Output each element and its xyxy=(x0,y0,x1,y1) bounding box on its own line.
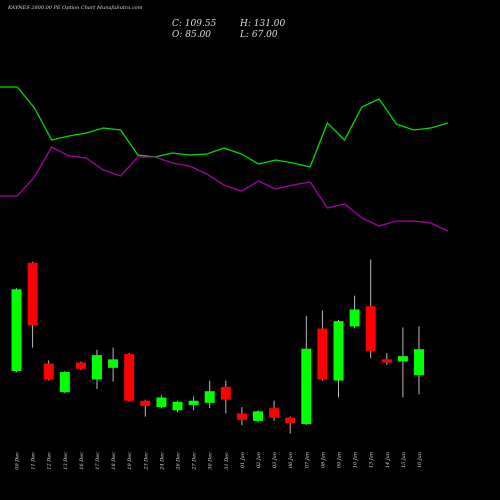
candle-body xyxy=(140,400,151,407)
x-tick-label: 18 Dec xyxy=(111,452,117,470)
candle-body xyxy=(301,348,312,425)
candle-body xyxy=(381,359,392,363)
candle-body xyxy=(317,328,328,380)
candle-body xyxy=(349,309,360,327)
candle-body xyxy=(220,386,231,400)
info-open: O: 85.00 xyxy=(172,30,211,40)
x-tick-label: 31 Dec xyxy=(224,452,230,470)
x-tick-label: 23 Dec xyxy=(143,452,149,471)
indicator-line xyxy=(0,86,449,168)
x-tick-label: 07 Jan xyxy=(304,452,310,468)
candle-body xyxy=(172,401,183,411)
x-tick-label: 17 Dec xyxy=(95,452,101,470)
x-tick-label: 15 Jan xyxy=(401,452,407,468)
candle-body xyxy=(11,289,22,372)
x-tick-label: 10 Jan xyxy=(353,452,359,468)
candle-body xyxy=(365,306,376,351)
candle-body xyxy=(43,363,54,380)
candle-body xyxy=(75,362,86,369)
candle-body xyxy=(397,356,408,362)
candle-body xyxy=(156,397,167,408)
candle-body xyxy=(269,408,280,418)
x-tick-label: 19 Dec xyxy=(127,452,133,470)
x-tick-label: 11 Dec xyxy=(31,452,37,470)
x-tick-label: 06 Jan xyxy=(288,452,294,468)
x-tick-label: 12 Dec xyxy=(47,452,53,470)
x-tick-label: 30 Dec xyxy=(208,452,214,470)
candle-body xyxy=(124,354,135,401)
x-tick-label: 13 Jan xyxy=(369,452,375,468)
x-tick-label: 09 Jan xyxy=(337,452,343,468)
x-tick-label: 24 Dec xyxy=(159,452,165,471)
x-tick-label: 08 Jan xyxy=(320,452,326,468)
candle-body xyxy=(188,400,199,405)
candle-body xyxy=(285,417,296,424)
candle-body xyxy=(27,262,38,326)
candle-body xyxy=(108,359,119,368)
info-high: H: 131.00 xyxy=(239,19,286,29)
x-tick-label: 02 Jan xyxy=(256,452,262,468)
indicator-line xyxy=(0,146,449,232)
x-tick-label: 16 Dec xyxy=(79,452,85,470)
x-tick-label: 16 Jan xyxy=(417,452,423,468)
chart-title: KAYNES 2600.00 PE Option Chart MunafaSut… xyxy=(7,5,143,11)
x-tick-label: 09 Dec xyxy=(15,452,21,470)
candle-body xyxy=(253,411,263,421)
x-tick-label: 26 Dec xyxy=(176,452,182,471)
info-close: C: 109.55 xyxy=(172,19,217,29)
candle-body xyxy=(414,349,424,376)
candle-body xyxy=(59,372,70,393)
candle-body xyxy=(236,413,247,420)
candle-body xyxy=(92,355,102,380)
x-tick-label: 13 Dec xyxy=(63,452,69,470)
info-low: L: 67.00 xyxy=(239,30,278,40)
candle-body xyxy=(204,391,215,403)
x-tick-label: 27 Dec xyxy=(192,452,198,471)
x-tick-label: 01 Jan xyxy=(240,452,246,468)
x-tick-label: 14 Jan xyxy=(385,452,391,468)
x-tick-label: 03 Jan xyxy=(272,452,278,468)
candle-body xyxy=(333,321,344,381)
